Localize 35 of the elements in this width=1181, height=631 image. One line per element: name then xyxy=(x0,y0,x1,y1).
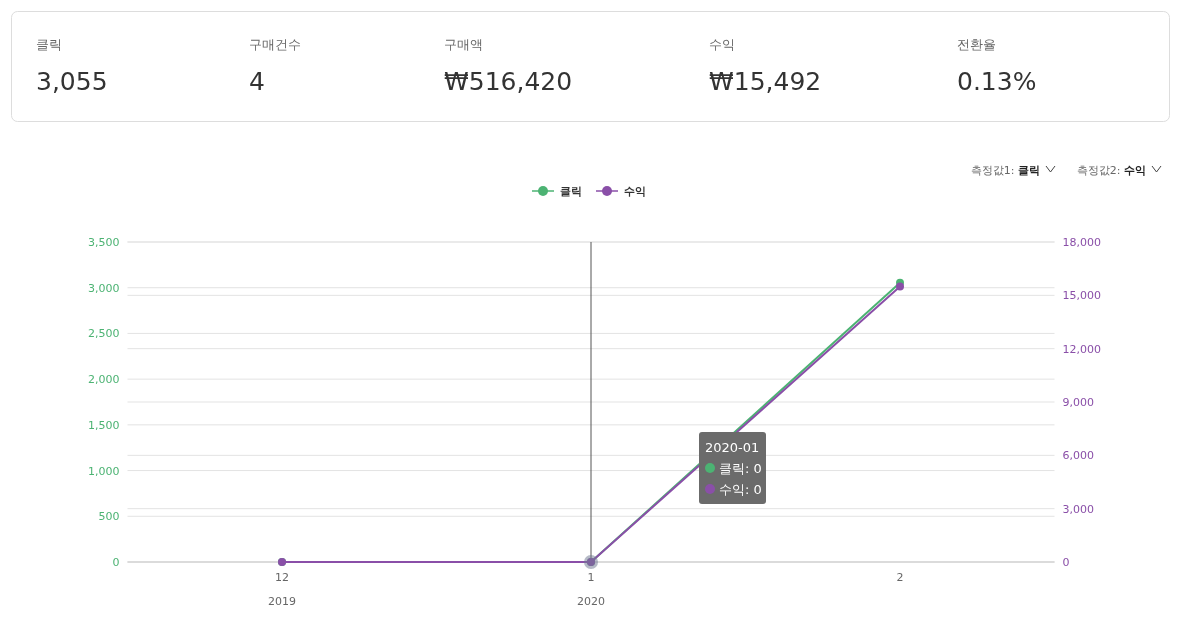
text: 측정값2: 수익 xyxy=(1076,164,1146,177)
legend-label: 클릭 xyxy=(560,185,582,198)
text: 2020 xyxy=(577,595,605,608)
y-tick-label: 500 xyxy=(98,510,120,524)
text: ₩15,492 xyxy=(709,67,822,96)
y2-tick-label: 0 xyxy=(1062,556,1070,569)
x-tick-label: 12 xyxy=(275,571,289,584)
text: 구매건수 xyxy=(249,37,301,52)
y2-tick-label: 9,000 xyxy=(1062,396,1094,409)
y-tick-label: 1,000 xyxy=(88,464,120,478)
text: ₩516,420 xyxy=(444,67,573,96)
y2-tick-label: 6,000 xyxy=(1062,449,1094,463)
x-tick-label: 2 xyxy=(896,571,904,584)
y-tick-label: 2,500 xyxy=(88,327,120,341)
y2-tick-label: 3,000 xyxy=(1062,502,1094,516)
y2-tick-label: 12,000 xyxy=(1062,342,1101,356)
y-tick-label: 1,500 xyxy=(88,418,120,432)
y2-tick-label: 15,000 xyxy=(1062,289,1101,303)
y-tick-label: 3,500 xyxy=(88,236,120,249)
text: 측정값1: 클릭 xyxy=(970,164,1040,177)
y2-tick-label: 18,000 xyxy=(1062,236,1101,249)
text: 0.13% xyxy=(957,67,1037,96)
legend-label: 수익 xyxy=(624,185,646,198)
text: 전환율 xyxy=(957,37,996,52)
text: 구매액 xyxy=(444,37,483,52)
text: 2019 xyxy=(268,595,296,608)
text: 4 xyxy=(249,67,265,96)
x-tick-label: 1 xyxy=(587,571,595,584)
y-tick-label: 2,000 xyxy=(88,373,120,387)
y-tick-label: 0 xyxy=(112,556,120,569)
annotation: 2020-01 클릭: 0 수익: 0 xyxy=(705,440,762,497)
text: 클릭 xyxy=(36,37,62,52)
text: 수익 xyxy=(709,37,735,52)
y-tick-label: 3,000 xyxy=(88,281,120,295)
text: 3,055 xyxy=(36,67,108,96)
